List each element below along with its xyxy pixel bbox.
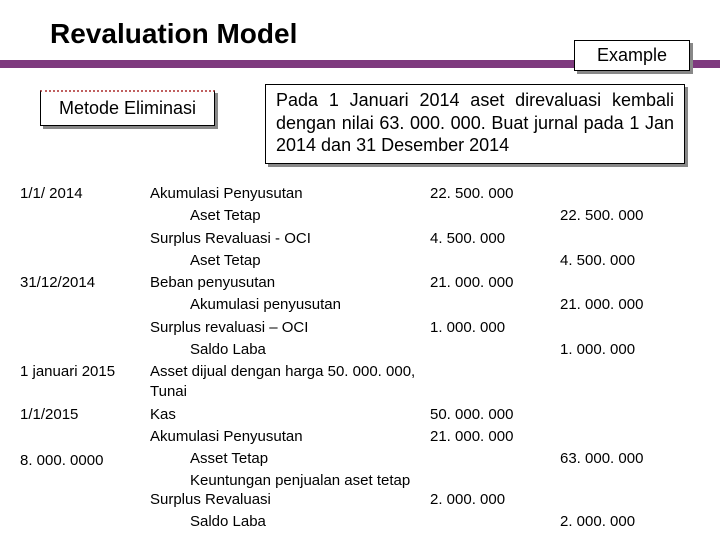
account-cell: Aset Tetap: [150, 206, 430, 226]
method-box: Metode Eliminasi: [40, 90, 215, 126]
journal-row: Keuntungan penjualan aset tetap: [20, 471, 708, 491]
date-cell: 1/1/ 2014: [20, 184, 150, 204]
journal-row: Akumulasi Penyusutan21. 000. 000: [20, 427, 708, 447]
account-cell: Saldo Laba: [150, 340, 430, 360]
journal-row: Saldo Laba 1. 000. 000: [20, 340, 708, 360]
journal-row: Aset Tetap 22. 500. 000: [20, 206, 708, 226]
account-cell: Surplus revaluasi – OCI: [150, 318, 430, 338]
date-cell: 1 januari 2015: [20, 362, 150, 382]
account-cell: Surplus Revaluasi - OCI: [150, 229, 430, 249]
account-cell: Kas: [150, 405, 430, 425]
debit-cell: 21. 000. 000: [430, 273, 560, 293]
journal-row: Asset Tetap 63. 000. 000: [20, 449, 708, 469]
account-cell: Asset Tetap: [150, 449, 430, 469]
credit-cell: 4. 500. 000: [560, 251, 680, 271]
account-cell: Akumulasi Penyusutan: [150, 184, 430, 204]
credit-cell: 2. 000. 000: [560, 512, 680, 532]
debit-cell: 4. 500. 000: [430, 229, 560, 249]
description-box: Pada 1 Januari 2014 aset direvaluasi kem…: [265, 84, 685, 164]
debit-cell: 21. 000. 000: [430, 427, 560, 447]
credit-cell: 22. 500. 000: [560, 206, 680, 226]
debit-cell: 2. 000. 000: [430, 490, 560, 510]
footnote: 8. 000. 0000: [20, 452, 103, 469]
account-cell: Aset Tetap: [150, 251, 430, 271]
account-cell: Keuntungan penjualan aset tetap: [150, 471, 430, 491]
journal-row: Saldo Laba 2. 000. 000: [20, 512, 708, 532]
account-cell: Surplus Revaluasi: [150, 490, 430, 510]
credit-cell: 21. 000. 000: [560, 295, 680, 315]
journal-row: Surplus Revaluasi - OCI4. 500. 000: [20, 229, 708, 249]
journal-row: Akumulasi penyusutan 21. 000. 000: [20, 295, 708, 315]
account-cell: Akumulasi penyusutan: [150, 295, 430, 315]
journal-row: 31/12/2014Beban penyusutan21. 000. 000: [20, 273, 708, 293]
debit-cell: 1. 000. 000: [430, 318, 560, 338]
debit-cell: 22. 500. 000: [430, 184, 560, 204]
account-cell: Saldo Laba: [150, 512, 430, 532]
journal-row: 1 januari 2015Asset dijual dengan harga …: [20, 362, 708, 403]
journal-row: Surplus Revaluasi2. 000. 000: [20, 490, 708, 510]
credit-cell: 63. 000. 000: [560, 449, 680, 469]
credit-cell: 1. 000. 000: [560, 340, 680, 360]
journal-entries: 1/1/ 2014Akumulasi Penyusutan22. 500. 00…: [20, 184, 708, 494]
debit-cell: 50. 000. 000: [430, 405, 560, 425]
bottom-entries: Surplus Revaluasi2. 000. 000Saldo Laba2.…: [20, 490, 708, 535]
account-cell: Akumulasi Penyusutan: [150, 427, 430, 447]
journal-row: Surplus revaluasi – OCI1. 000. 000: [20, 318, 708, 338]
journal-row: 1/1/ 2014Akumulasi Penyusutan22. 500. 00…: [20, 184, 708, 204]
example-badge: Example: [574, 40, 690, 71]
date-cell: 1/1/2015: [20, 405, 150, 425]
account-cell: Asset dijual dengan harga 50. 000. 000, …: [150, 362, 430, 403]
date-cell: 31/12/2014: [20, 273, 150, 293]
journal-row: Aset Tetap 4. 500. 000: [20, 251, 708, 271]
account-cell: Beban penyusutan: [150, 273, 430, 293]
journal-row: 1/1/2015Kas50. 000. 000: [20, 405, 708, 425]
